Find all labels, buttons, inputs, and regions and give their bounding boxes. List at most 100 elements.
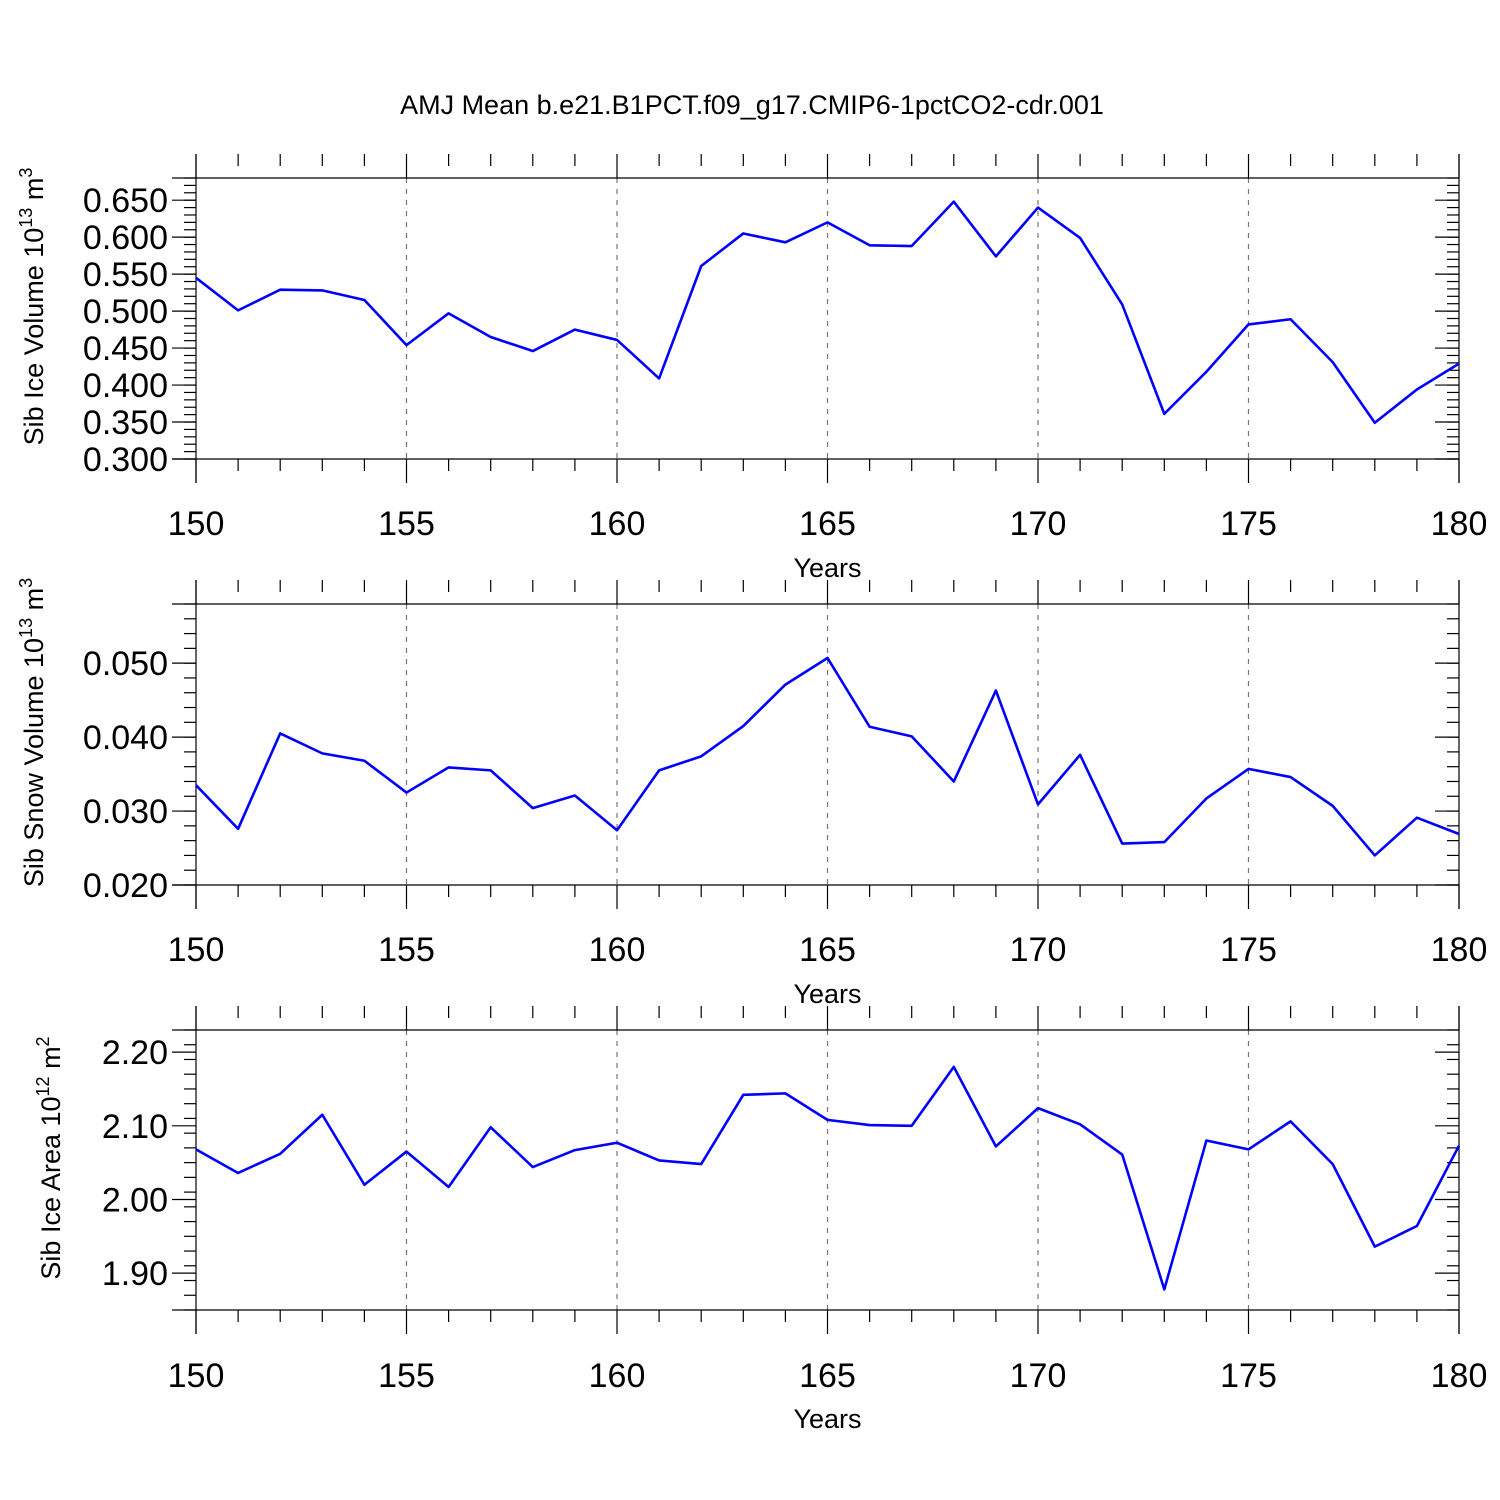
- x-tick-label: 150: [168, 931, 225, 969]
- data-point: [826, 220, 830, 224]
- data-point: [699, 754, 703, 758]
- data-point: [1247, 767, 1251, 771]
- x-tick-label: 155: [378, 931, 435, 969]
- data-point: [657, 1158, 661, 1162]
- x-tick-label: 150: [168, 1357, 225, 1395]
- data-point: [489, 335, 493, 339]
- data-point: [531, 806, 535, 810]
- x-tick-label: 155: [378, 505, 435, 543]
- x-tick-label: 180: [1431, 1357, 1488, 1395]
- data-point: [1078, 236, 1082, 240]
- y-tick-label: 0.550: [83, 256, 168, 294]
- data-point: [783, 683, 787, 687]
- data-point: [236, 308, 240, 312]
- x-axis-title: Years: [793, 1404, 861, 1434]
- data-point: [1415, 816, 1419, 820]
- x-tick-label: 160: [589, 505, 646, 543]
- y-tick-label: 0.350: [83, 404, 168, 442]
- data-point: [994, 1144, 998, 1148]
- y-axis-title: Sib Snow Volume 1013 m3: [16, 578, 49, 887]
- data-point: [783, 1091, 787, 1095]
- data-point: [952, 1065, 956, 1069]
- data-point: [531, 1165, 535, 1169]
- data-point: [699, 1162, 703, 1166]
- y-tick-label: 2.20: [102, 1034, 168, 1072]
- data-point: [1247, 322, 1251, 326]
- data-point: [362, 759, 366, 763]
- data-point: [1162, 1287, 1166, 1291]
- data-point: [1289, 775, 1293, 779]
- series-line: [195, 1065, 1461, 1291]
- panel-3: 1.90 2.00 2.10 2.20 150 155 160 165 170 175 180 Yea…: [33, 1006, 1487, 1434]
- data-point: [1373, 853, 1377, 857]
- data-point: [868, 1123, 872, 1127]
- y-tick-label: 0.050: [83, 645, 168, 683]
- data-point: [405, 1150, 409, 1154]
- data-point: [1247, 1147, 1251, 1151]
- data-point: [194, 783, 198, 787]
- data-point: [278, 288, 282, 292]
- data-point: [994, 689, 998, 693]
- y-tick-label: 0.020: [83, 867, 168, 905]
- data-point: [489, 768, 493, 772]
- panel-2: 0.020 0.030 0.040 0.050 150 155 160 165 170 175 18…: [16, 578, 1487, 1009]
- data-point: [236, 1171, 240, 1175]
- series-line: [195, 200, 1460, 425]
- data-point: [489, 1125, 493, 1129]
- x-tick-label: 160: [589, 931, 646, 969]
- x-tick-label: 165: [799, 1357, 856, 1395]
- x-tick-label: 175: [1220, 505, 1277, 543]
- data-point: [278, 731, 282, 735]
- data-point: [741, 724, 745, 728]
- data-point: [405, 791, 409, 795]
- x-tick-label: 155: [378, 1357, 435, 1395]
- x-tick-label: 175: [1220, 931, 1277, 969]
- data-point: [1120, 1153, 1124, 1157]
- data-point: [1457, 362, 1461, 366]
- data-point: [531, 349, 535, 353]
- panel-1: 0.3000.3500.4000.4500.5000.5500.6000.650…: [16, 154, 1487, 583]
- chart-title: AMJ Mean b.e21.B1PCT.f09_g17.CMIP6-1pctC…: [400, 90, 1104, 120]
- data-point: [278, 1152, 282, 1156]
- data-point: [910, 734, 914, 738]
- data-point: [868, 243, 872, 247]
- data-point: [952, 779, 956, 783]
- data-point: [657, 768, 661, 772]
- data-point: [1204, 370, 1208, 374]
- x-tick-label: 150: [168, 505, 225, 543]
- data-point: [826, 656, 830, 660]
- data-point: [573, 1148, 577, 1152]
- data-point: [615, 828, 619, 832]
- x-axis-title: Years: [793, 979, 861, 1009]
- data-point: [1120, 842, 1124, 846]
- data-point: [868, 725, 872, 729]
- data-point: [320, 1113, 324, 1117]
- data-point: [320, 288, 324, 292]
- data-point: [1036, 802, 1040, 806]
- data-point: [1078, 1122, 1082, 1126]
- y-tick-label: 0.400: [83, 367, 168, 405]
- data-point: [447, 1185, 451, 1189]
- data-point: [1457, 832, 1461, 836]
- data-point: [1331, 360, 1335, 364]
- y-tick-label: 0.650: [83, 182, 168, 220]
- data-point: [1289, 1119, 1293, 1123]
- x-tick-label: 170: [1010, 1357, 1067, 1395]
- data-point: [1289, 317, 1293, 321]
- data-point: [447, 765, 451, 769]
- data-point: [657, 376, 661, 380]
- y-tick-label: 2.10: [102, 1108, 168, 1146]
- data-point: [994, 254, 998, 258]
- x-tick-label: 180: [1431, 931, 1488, 969]
- y-tick-label: 0.600: [83, 219, 168, 257]
- data-point: [320, 751, 324, 755]
- data-point: [952, 200, 956, 204]
- x-axis-title: Years: [793, 553, 861, 583]
- data-point: [1373, 421, 1377, 425]
- data-point: [1415, 1224, 1419, 1228]
- y-tick-label: 0.300: [83, 441, 168, 479]
- data-point: [1415, 387, 1419, 391]
- data-point: [741, 1093, 745, 1097]
- data-point: [826, 1118, 830, 1122]
- y-tick-label: 0.450: [83, 330, 168, 368]
